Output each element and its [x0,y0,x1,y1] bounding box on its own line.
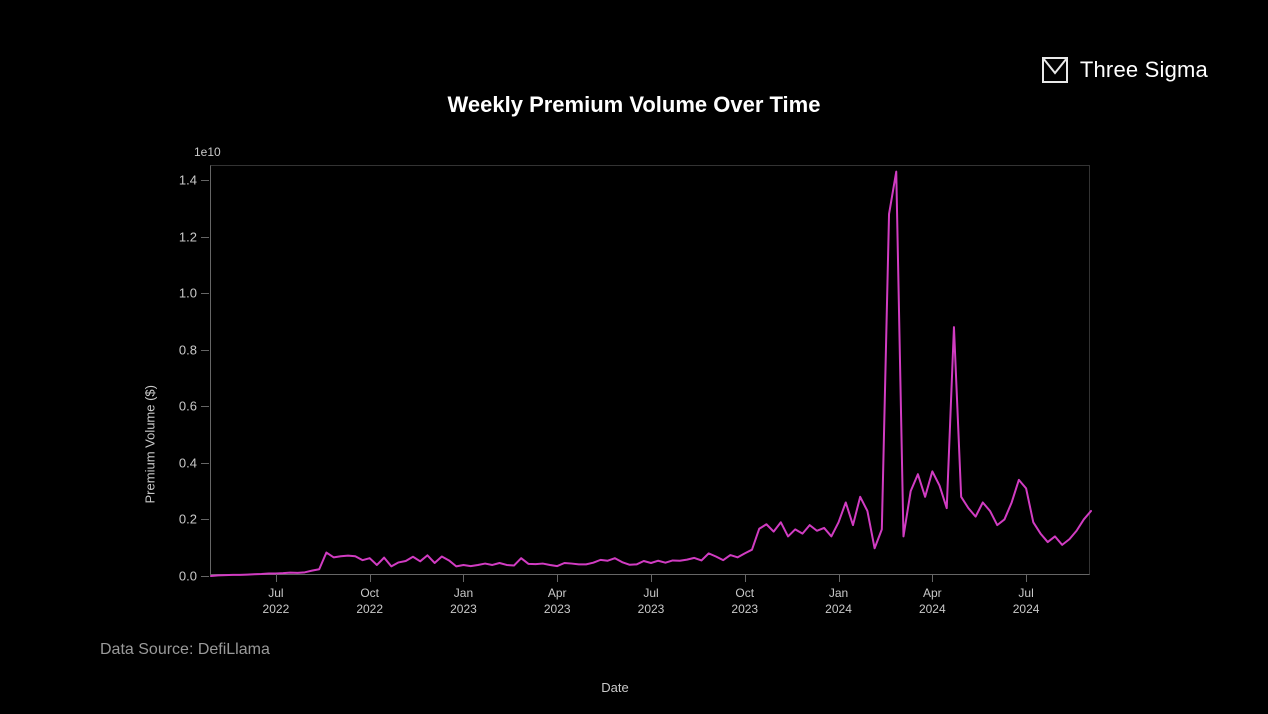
brand-logo-text: Three Sigma [1080,57,1208,83]
x-tick [745,574,746,582]
y-tick [201,180,209,181]
x-tick [1026,574,1027,582]
y-tick [201,576,209,577]
data-source-label: Data Source: DefiLlama [100,641,270,659]
y-tick-label: 0.2 [179,512,197,527]
brand-logo: Three Sigma [1040,55,1208,85]
x-tick-label: Jul2024 [1013,586,1040,617]
chart-title: Weekly Premium Volume Over Time [0,92,1268,118]
x-tick [370,574,371,582]
y-tick-label: 0.8 [179,342,197,357]
y-tick-label: 1.2 [179,229,197,244]
y-tick-label: 1.4 [179,173,197,188]
x-tick-label: Apr2024 [919,586,946,617]
y-axis-label: Premium Volume ($) [143,385,158,503]
x-tick-label: Jul2022 [263,586,290,617]
x-tick-label: Jul2023 [638,586,665,617]
x-tick-label: Oct2023 [731,586,758,617]
y-tick [201,293,209,294]
y-tick [201,463,209,464]
y-tick [201,406,209,407]
y-exponent-note: 1e10 [194,145,221,159]
y-tick [201,519,209,520]
y-tick [201,350,209,351]
x-tick-label: Jan2024 [825,586,852,617]
x-tick [557,574,558,582]
x-tick [839,574,840,582]
y-tick-label: 0.6 [179,399,197,414]
chart-container: 1e10 Premium Volume ($) 0.00.20.40.60.81… [130,145,1100,625]
y-tick-label: 0.4 [179,455,197,470]
x-tick-label: Oct2022 [356,586,383,617]
premium-volume-line [211,172,1091,576]
x-tick [276,574,277,582]
plot-area: 0.00.20.40.60.81.01.21.4Jul2022Oct2022Ja… [210,165,1090,575]
y-tick [201,237,209,238]
y-tick-label: 0.0 [179,569,197,584]
x-axis-label: Date [601,680,628,695]
x-tick [463,574,464,582]
x-tick-label: Jan2023 [450,586,477,617]
brand-logo-mark [1040,55,1070,85]
x-tick [932,574,933,582]
line-chart-svg [211,166,1091,576]
y-tick-label: 1.0 [179,286,197,301]
x-tick [651,574,652,582]
x-tick-label: Apr2023 [544,586,571,617]
